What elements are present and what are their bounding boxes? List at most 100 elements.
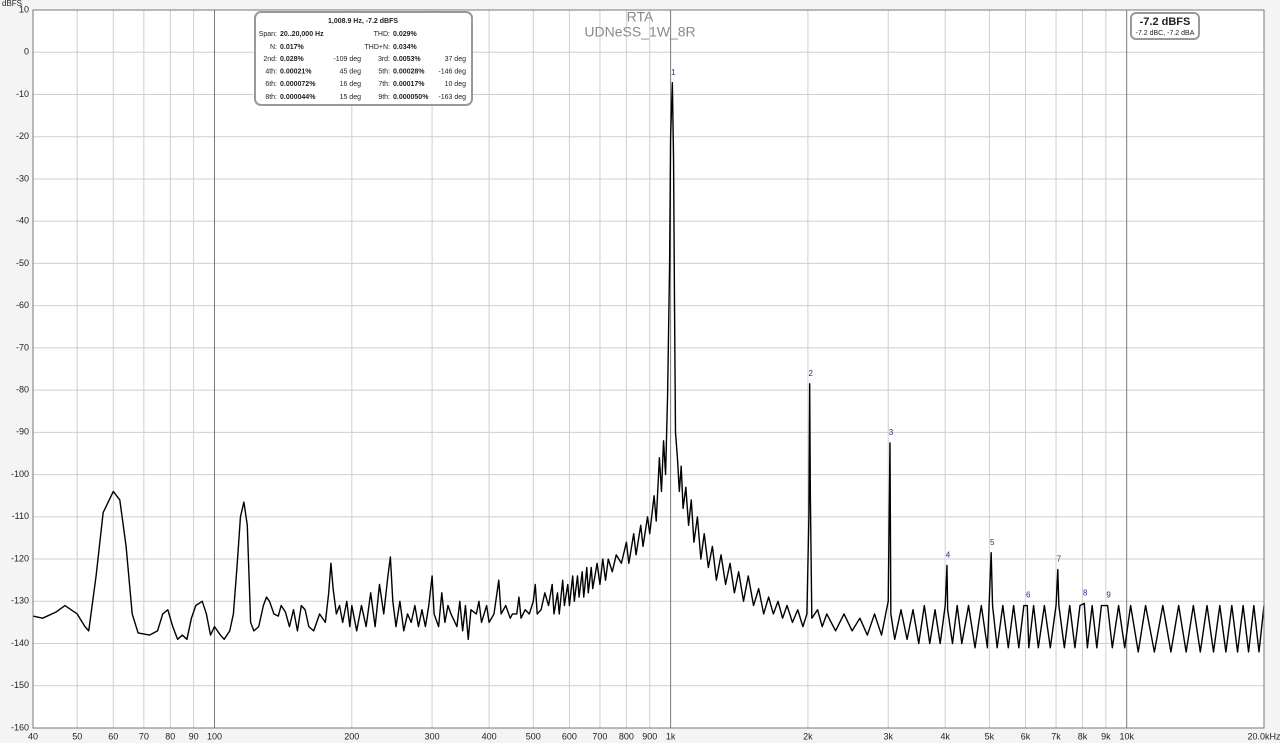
info-cell: 16 deg: [340, 81, 362, 88]
x-tick-label: 60: [108, 731, 118, 741]
info-cell: 4th:: [265, 69, 277, 76]
x-tick-label: 50: [72, 731, 82, 741]
info-cell: Span:: [259, 31, 277, 38]
level-box-frame: [1130, 12, 1200, 40]
info-header: 1,008.9 Hz, -7.2 dBFS: [328, 18, 398, 25]
info-box: 1,008.9 Hz, -7.2 dBFS Span: 20..20,000 Hz…: [254, 11, 473, 106]
x-tick-label: 4k: [940, 731, 950, 741]
y-tick-label: -100: [11, 469, 29, 479]
info-cell: 0.029%: [393, 31, 418, 38]
y-tick-label: -10: [16, 89, 29, 99]
y-tick-label: -80: [16, 384, 29, 394]
y-tick-label: -70: [16, 342, 29, 352]
info-cell: 15 deg: [340, 94, 362, 101]
info-cell: 0.028%: [280, 56, 305, 63]
info-cell: 0.0053%: [393, 56, 421, 63]
y-tick-label: -150: [11, 680, 29, 690]
x-tick-label: 800: [619, 731, 634, 741]
info-cell: 0.00028%: [393, 69, 425, 76]
info-box-frame: [254, 11, 473, 106]
info-cell: 3rd:: [378, 56, 390, 63]
plot: 1 2 3 4 5 6 7 8 9: [32, 68, 1265, 653]
info-cell: 9th:: [378, 94, 390, 101]
harmonic-marker: 2: [808, 369, 813, 378]
x-tick-label: 900: [642, 731, 657, 741]
y-tick-label: -20: [16, 131, 29, 141]
info-cell: 8th:: [265, 94, 277, 101]
harmonic-marker: 3: [889, 428, 894, 437]
x-tick-label: 80: [165, 731, 175, 741]
x-tick-label: 6k: [1021, 731, 1031, 741]
spectrum-line: [32, 81, 1265, 653]
harmonic-marker: 5: [990, 538, 995, 547]
x-tick-label: 8k: [1078, 731, 1088, 741]
x-tick-label: 600: [562, 731, 577, 741]
y-tick-label: 0: [24, 47, 29, 57]
x-tick-label: 9k: [1101, 731, 1111, 741]
y-tick-label: -40: [16, 216, 29, 226]
info-cell: 5th:: [378, 69, 390, 76]
level-main: -7.2 dBFS: [1140, 16, 1191, 28]
y-tick-label: 10: [19, 4, 29, 14]
x-tick-label: 700: [592, 731, 607, 741]
info-cell: N:: [270, 44, 277, 51]
x-tick-label: 500: [526, 731, 541, 741]
info-cell: 6th:: [265, 81, 277, 88]
info-cell: 45 deg: [340, 69, 362, 76]
info-cell: 20..20,000 Hz: [280, 31, 324, 38]
x-tick-label: 100: [207, 731, 222, 741]
x-tick-label: 2k: [803, 731, 813, 741]
y-axis-label: dBFS: [2, 0, 22, 8]
x-tick-label: 70: [139, 731, 149, 741]
x-tick-label: 5k: [985, 731, 995, 741]
level-box: -7.2 dBFS -7.2 dBC, -7.2 dBA: [1130, 12, 1200, 40]
x-tick-label: 400: [482, 731, 497, 741]
chart-subtitle: UDNeSS_1W_8R: [584, 24, 695, 40]
grid: [32, 9, 1265, 729]
x-tick-label: 3k: [883, 731, 893, 741]
y-tick-label: -130: [11, 596, 29, 606]
y-tick-label: -90: [16, 427, 29, 437]
plot-frame: [32, 9, 1265, 729]
x-tick-label: 90: [189, 731, 199, 741]
x-tick-label: 20.0kHz: [1247, 731, 1280, 741]
info-cell: 10 deg: [445, 81, 467, 88]
info-cell: 0.017%: [280, 44, 305, 51]
chart-title: RTA: [627, 9, 654, 25]
info-cell: 0.00017%: [393, 81, 425, 88]
harmonic-marker: 9: [1106, 591, 1111, 600]
y-tick-label: -160: [11, 722, 29, 732]
y-tick-label: -110: [12, 511, 29, 521]
info-cell: THD:: [374, 31, 390, 38]
x-tick-label: 300: [425, 731, 440, 741]
y-tick-label: -30: [16, 173, 29, 183]
x-tick-label: 10k: [1119, 731, 1134, 741]
x-tick-label: 200: [344, 731, 359, 741]
info-cell: 37 deg: [445, 56, 467, 63]
info-cell: 0.000050%: [393, 94, 429, 101]
y-tick-label: -50: [16, 258, 29, 268]
info-cell: 0.000044%: [280, 94, 316, 101]
y-tick-label: -120: [11, 553, 29, 563]
x-tick-label: 1k: [666, 731, 676, 741]
plot-area: [33, 10, 1264, 728]
harmonic-marker: 1: [671, 68, 676, 77]
info-cell: -109 deg: [333, 56, 361, 63]
info-cell: THD+N:: [365, 44, 391, 51]
harmonic-marker: 7: [1057, 555, 1062, 564]
y-tick-label: -140: [11, 638, 29, 648]
info-cell: -163 deg: [438, 94, 466, 101]
info-cell: -146 deg: [438, 69, 466, 76]
harmonic-marker: 4: [946, 551, 951, 560]
info-cell: 0.00021%: [280, 69, 312, 76]
info-cell: 0.000072%: [280, 81, 316, 88]
x-tick-label: 7k: [1051, 731, 1061, 741]
info-cell: 0.034%: [393, 44, 418, 51]
level-detail: -7.2 dBC, -7.2 dBA: [1136, 30, 1195, 37]
y-tick-label: -60: [16, 300, 29, 310]
info-cell: 7th:: [378, 81, 390, 88]
harmonic-marker: 6: [1026, 591, 1031, 600]
harmonic-marker: 8: [1083, 589, 1088, 598]
x-tick-label: 40: [28, 731, 38, 741]
